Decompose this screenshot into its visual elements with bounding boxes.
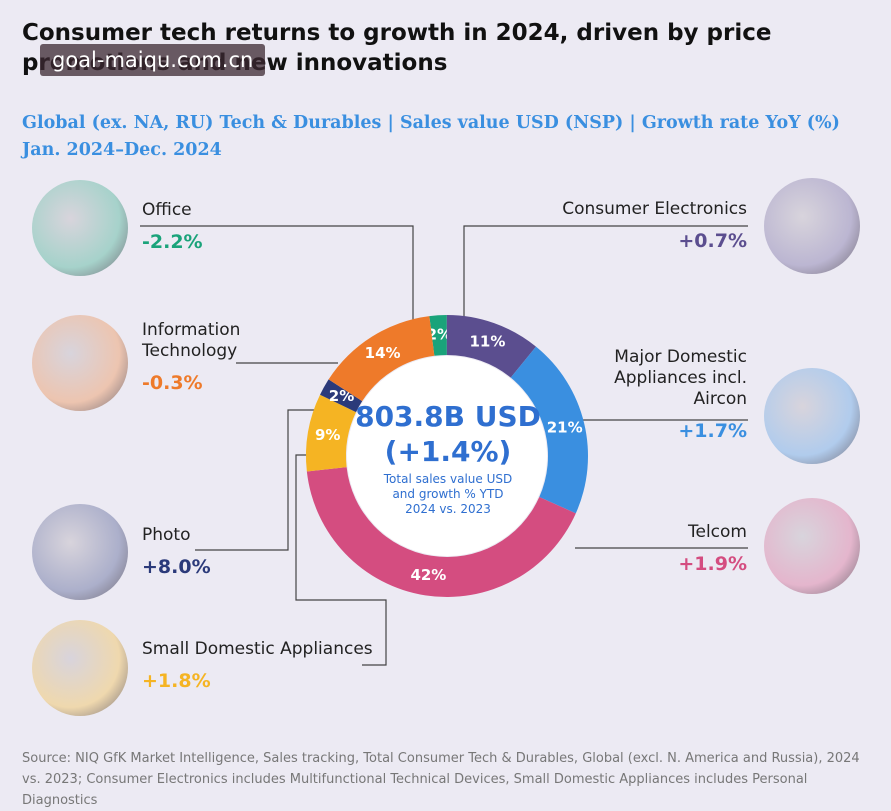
segment <box>306 394 357 472</box>
segment <box>306 467 576 597</box>
growth-label: +0.7% <box>678 230 747 252</box>
segment-label: 9% <box>315 426 340 444</box>
segment <box>446 315 536 378</box>
category-label: Telcom <box>688 522 747 542</box>
watermark: goal-maiqu.com.cn <box>40 44 266 76</box>
leader-lines <box>140 225 748 666</box>
subtitle: Global (ex. NA, RU) Tech & Durables | Sa… <box>22 113 840 133</box>
growth-label: -2.2% <box>142 231 203 253</box>
category-label: Small Domestic Appliances <box>142 639 373 659</box>
segment-label: 14% <box>365 344 401 362</box>
source: Source: NIQ GfK Market Intelligence, Sal… <box>22 751 860 808</box>
photo <box>764 368 860 464</box>
center-growth: (+1.4%) <box>384 435 512 468</box>
photo <box>32 620 128 716</box>
growth-label: -0.3% <box>142 372 203 394</box>
segment <box>510 346 588 514</box>
photo <box>32 180 128 276</box>
photo <box>764 178 860 274</box>
segment <box>320 379 363 413</box>
segment <box>328 316 435 402</box>
growth-label: +1.7% <box>678 420 747 442</box>
growth-label: +1.8% <box>142 670 211 692</box>
growth-label: +8.0% <box>142 556 211 578</box>
segment-label: 2% <box>427 326 452 344</box>
segment-label: 42% <box>410 566 446 584</box>
center-value: 803.8B USD <box>355 400 541 433</box>
center-disc <box>347 356 547 556</box>
center: 803.8B USD (+1.4%) Total sales value USD… <box>340 400 556 517</box>
photo <box>764 498 860 594</box>
category-label: Photo <box>142 525 191 545</box>
photo <box>32 315 128 411</box>
segment-label: 21% <box>547 418 583 436</box>
segment-label: 11% <box>470 332 506 350</box>
category-label: Consumer Electronics <box>562 199 747 219</box>
period: Jan. 2024–Dec. 2024 <box>22 140 222 160</box>
category-label: Office <box>142 200 192 220</box>
photo <box>32 504 128 600</box>
category-label: Major Domestic Appliances incl. Aircon <box>614 347 747 409</box>
segment <box>429 315 447 356</box>
center-note: Total sales value USD and growth % YTD 2… <box>383 472 513 516</box>
growth-label: +1.9% <box>678 553 747 575</box>
category-label: Information Technology <box>142 320 241 361</box>
